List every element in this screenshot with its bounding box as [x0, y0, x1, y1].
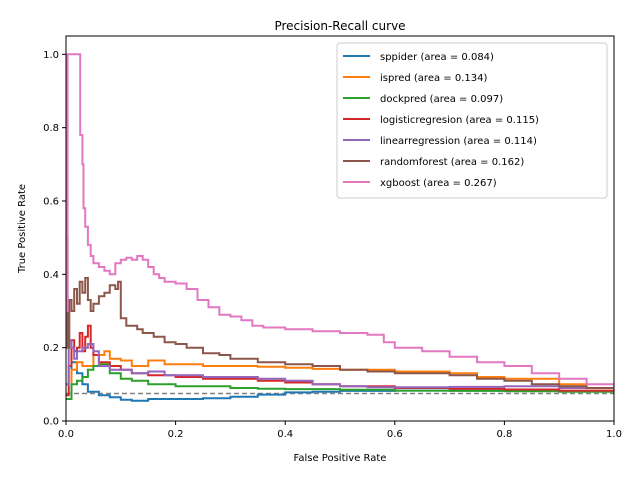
axis-ticks: 0.0 0.2 0.4 0.6 0.8 1.0 0.0 0.2 0.4 0.6 0.8 1.0: [43, 50, 622, 440]
legend-entry-0: sppider (area = 0.084): [380, 52, 494, 63]
x-tick-label: 0.8: [496, 429, 512, 440]
series-line-6: [66, 53, 614, 390]
legend-entry-5: randomforest (area = 0.162): [380, 157, 524, 168]
legend-entry-1: ispred (area = 0.134): [380, 73, 487, 84]
y-tick-label: 0.8: [43, 123, 59, 134]
legend-box: [336, 42, 608, 199]
chart-title: Precision-Recall curve: [274, 19, 405, 33]
series-line-2: [66, 363, 614, 400]
legend-entry-4: linearregression (area = 0.114): [380, 136, 537, 147]
x-tick-label: 0.6: [387, 429, 403, 440]
series-line-1: [66, 350, 614, 400]
legend-entry-6: xgboost (area = 0.267): [380, 178, 497, 189]
y-tick-label: 0.4: [43, 270, 59, 281]
legend: sppider (area = 0.084) ispred (area = 0.1…: [336, 42, 608, 199]
y-tick-label: 0.6: [43, 197, 59, 208]
x-axis-label: False Positive Rate: [294, 453, 387, 464]
y-axis-label: True Positive Rate: [17, 184, 28, 274]
series-line-4: [66, 339, 614, 392]
legend-entry-2: dockpred (area = 0.097): [380, 94, 503, 105]
axes-frame: [65, 35, 615, 422]
x-tick-label: 0.0: [58, 429, 74, 440]
series-line-5: [66, 236, 614, 392]
legend-entry-3: logisticregresion (area = 0.115): [380, 115, 539, 126]
x-tick-label: 0.4: [277, 429, 293, 440]
y-tick-label: 0.0: [43, 417, 59, 428]
x-tick-label: 0.2: [168, 429, 184, 440]
y-tick-label: 0.2: [43, 343, 59, 354]
x-tick-label: 1.0: [606, 429, 622, 440]
plot-area: [66, 53, 614, 402]
y-tick-label: 1.0: [43, 50, 59, 61]
